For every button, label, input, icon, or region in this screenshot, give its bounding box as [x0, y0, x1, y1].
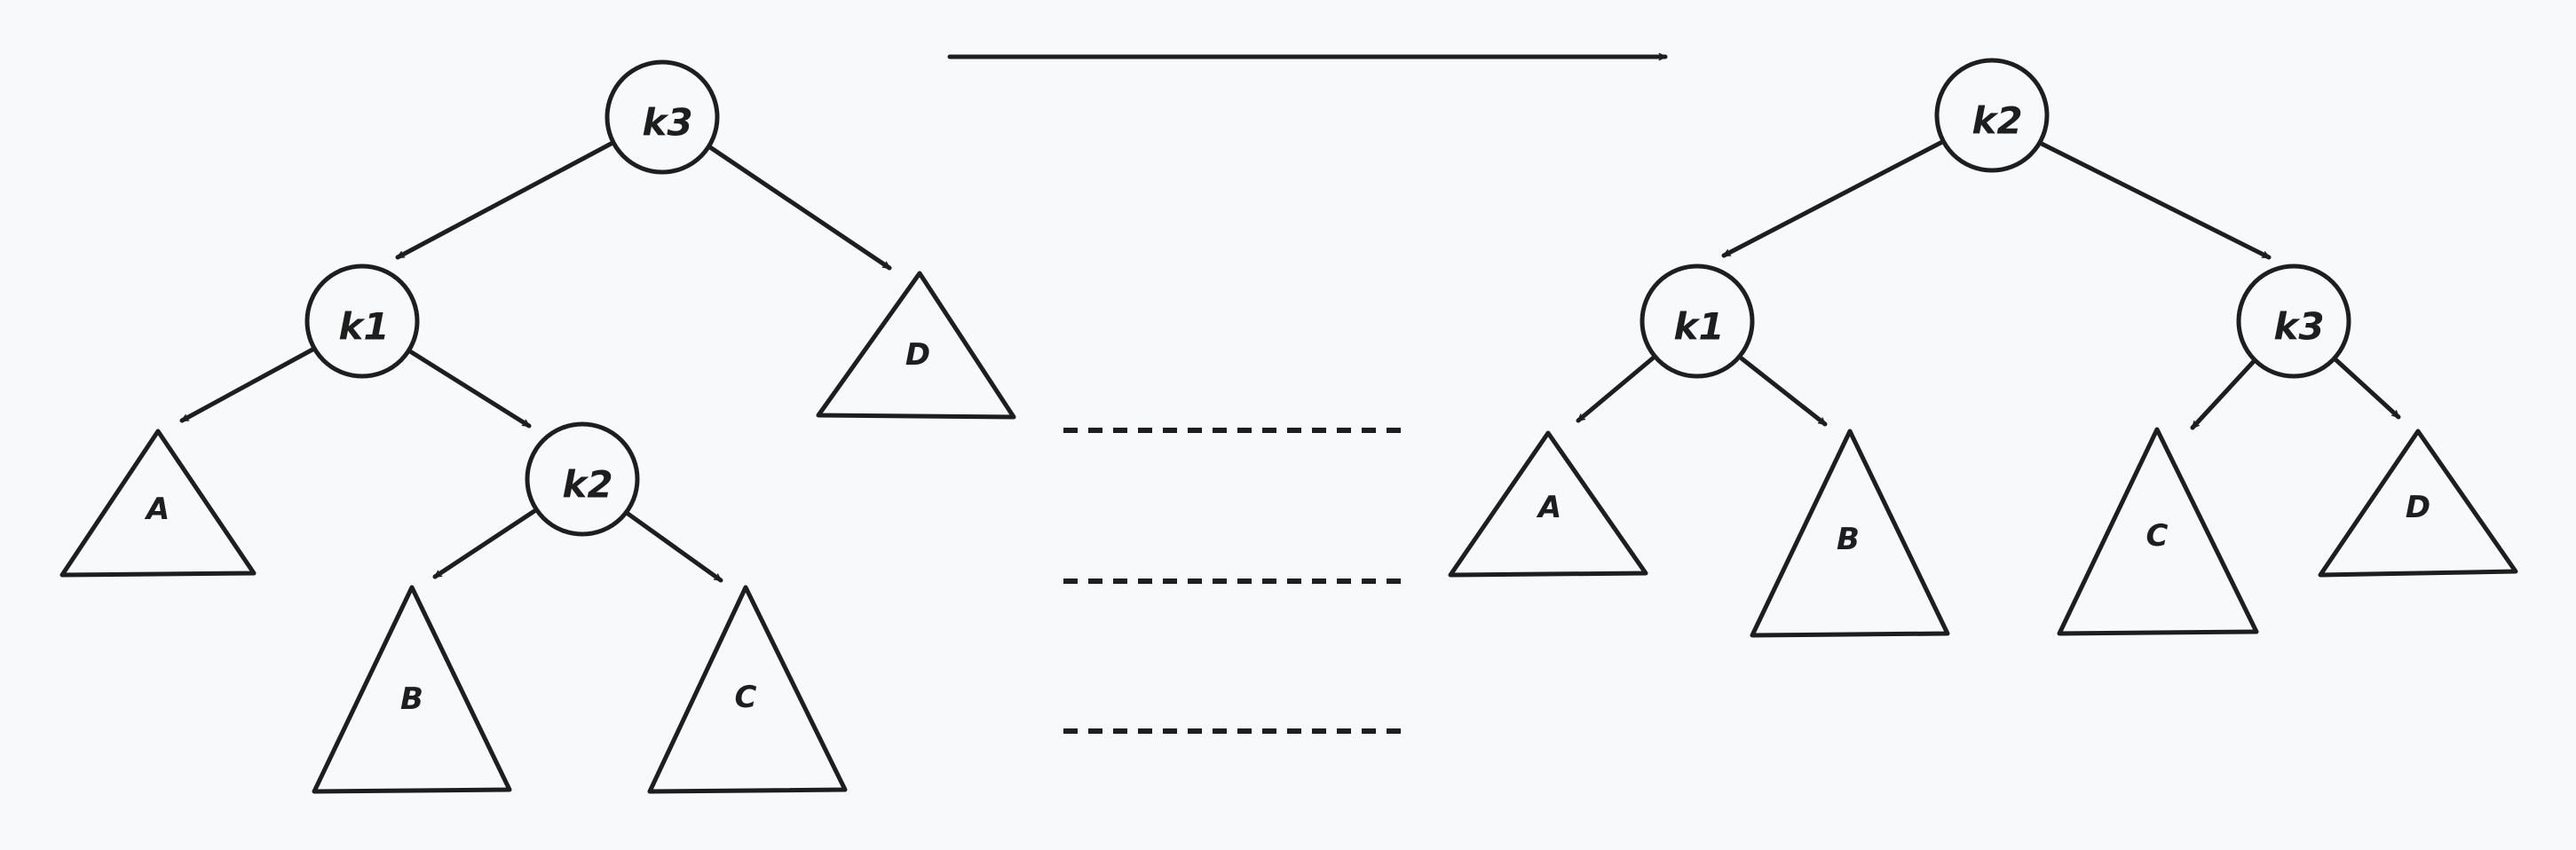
node-circle: [2236, 264, 2351, 379]
node-label: k1: [1673, 305, 1724, 349]
subtree-label: A: [144, 492, 170, 527]
edge-k1-k2: [407, 349, 532, 429]
triangle-shape: [816, 271, 1016, 420]
edge-k3-d: [707, 145, 892, 271]
node-label: k2: [562, 463, 612, 507]
subtree-triangle: B: [312, 585, 512, 794]
subtree-triangle: B: [1750, 429, 1950, 638]
triangle-shape: [1750, 429, 1950, 638]
subtree-triangle: A: [59, 429, 257, 578]
edge-k3-d: [2334, 358, 2401, 420]
subtree-triangle: D: [816, 271, 1016, 420]
node-circle: [525, 421, 640, 537]
subtree-label: D: [905, 337, 930, 373]
subtree-label: C: [2146, 518, 2169, 554]
edge-k3-c: [2190, 356, 2259, 430]
node-label: k3: [642, 101, 692, 145]
subtree-label: B: [1837, 522, 1860, 557]
node-circle: [1640, 264, 1755, 379]
node-label: k3: [2273, 305, 2324, 349]
node-circle: [604, 59, 720, 175]
tree-node: k2: [1934, 58, 2050, 173]
edge-k2-k3: [2039, 141, 2272, 260]
subtree-triangle: C: [647, 585, 848, 794]
tree-node: k1: [304, 264, 420, 379]
tree-node: k3: [604, 59, 720, 175]
edge-k2-k1: [1721, 139, 1945, 258]
tree-node: k1: [1640, 264, 1755, 379]
triangle-shape: [647, 585, 848, 794]
node-label: k2: [1972, 99, 2022, 143]
triangle-shape: [59, 429, 257, 578]
edge-k3-k1: [395, 139, 617, 260]
subtree-triangle: A: [1448, 430, 1648, 578]
left-tree: k3 k1 k2 A B C D: [59, 59, 1016, 794]
triangle-shape: [2318, 429, 2518, 578]
node-label: k1: [338, 305, 389, 349]
subtree-label: B: [400, 681, 423, 717]
node-circle: [1934, 58, 2050, 173]
edge-k1-a: [179, 347, 315, 423]
edge-k1-a: [1576, 354, 1657, 423]
tree-node: k2: [525, 421, 640, 537]
edge-k1-b: [1739, 356, 1828, 427]
edge-k2-c: [624, 510, 723, 583]
subtree-label: C: [735, 680, 757, 715]
triangle-shape: [1448, 430, 1648, 578]
edge-k2-b: [432, 508, 537, 579]
tree-node: k3: [2236, 264, 2351, 379]
subtree-label: A: [1536, 490, 1561, 525]
triangle-shape: [2057, 427, 2259, 636]
subtree-label: D: [2406, 490, 2430, 525]
triangle-shape: [312, 585, 512, 794]
right-tree: k2 k1 k3 A B C D: [1448, 58, 2518, 638]
subtree-triangle: C: [2057, 427, 2259, 636]
node-circle: [304, 264, 420, 379]
subtree-triangle: D: [2318, 429, 2518, 578]
